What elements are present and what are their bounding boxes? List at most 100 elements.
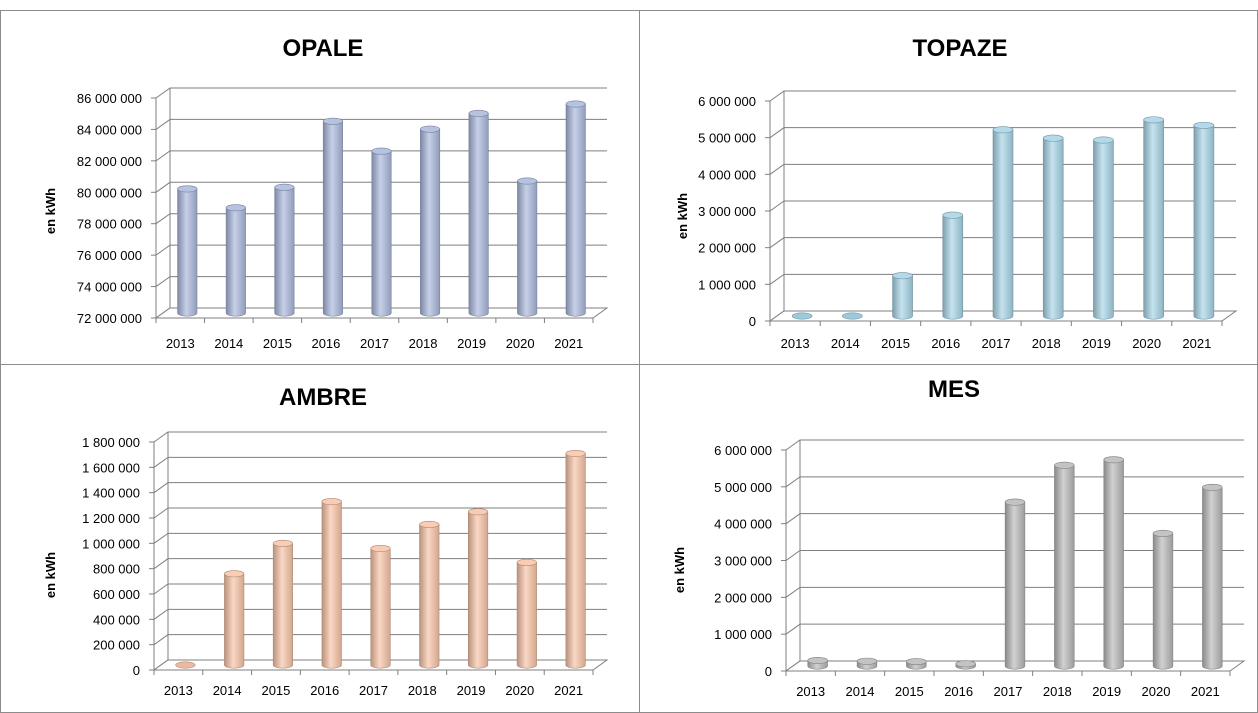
x-tick-label: 2013 (164, 683, 193, 698)
y-tick-label: 6 000 000 (698, 94, 756, 109)
bar (1103, 456, 1124, 670)
y-tick-label: 1 400 000 (82, 486, 140, 501)
gridline (153, 583, 607, 595)
y-axis-label: en kWh (675, 193, 690, 239)
bar (177, 185, 198, 317)
gridline (155, 118, 607, 130)
gridline (785, 586, 1244, 598)
x-tick-label: 2017 (994, 684, 1023, 699)
x-tick-label: 2017 (360, 336, 389, 351)
gridline (155, 213, 607, 225)
y-tick-label: 6 000 000 (714, 443, 772, 458)
chart-svg-ambre: 0 200 000 400 000 600 000 800 000 1 000 000 1 … (43, 384, 609, 698)
x-tick-label: 2021 (1191, 684, 1220, 699)
x-tick-label: 2018 (1032, 336, 1061, 351)
chart-panel-mes: 0 1 000 000 2 000 000 3 000 000 4 000 000 5 0… (639, 364, 1258, 713)
y-tick-label: 0 (133, 663, 140, 678)
bar (807, 656, 828, 670)
bar (420, 125, 441, 317)
x-tick-label: 2019 (1092, 684, 1121, 699)
bar (419, 520, 440, 669)
bar (1054, 461, 1075, 670)
y-tick-label: 72 000 000 (77, 311, 142, 326)
gridline (153, 558, 607, 570)
x-tick-label: 2016 (310, 683, 339, 698)
y-tick-label: 1 600 000 (82, 460, 140, 475)
bar (1152, 529, 1174, 670)
bar (892, 272, 913, 320)
gridline (769, 163, 1236, 175)
bar (224, 570, 245, 669)
y-tick-label: 76 000 000 (77, 248, 142, 263)
chart-svg-topaze: 0 1 000 000 2 000 000 3 000 000 4 000 000 5 0… (675, 35, 1238, 351)
gridline (155, 87, 607, 99)
x-tick-label: 2014 (213, 683, 242, 698)
bar (370, 544, 391, 669)
y-tick-label: 600 000 (93, 587, 140, 602)
bar (467, 508, 489, 669)
back-wall (153, 432, 169, 671)
x-tick-label: 2020 (1132, 336, 1161, 351)
x-tick-label: 2020 (505, 683, 534, 698)
y-tick-label: 200 000 (93, 638, 140, 653)
x-tick-label: 2019 (1082, 336, 1111, 351)
bar (791, 312, 813, 320)
y-tick-label: 3 000 000 (714, 554, 772, 569)
x-tick-label: 2019 (457, 683, 486, 698)
gridline (155, 276, 607, 287)
x-tick-label: 2017 (359, 683, 388, 698)
y-tick-label: 74 000 000 (77, 280, 142, 295)
x-tick-label: 2018 (408, 683, 437, 698)
chart-title: TOPAZE (912, 35, 1007, 62)
bar (468, 109, 489, 317)
x-tick-label: 2016 (931, 336, 960, 351)
gridline (153, 608, 607, 620)
y-tick-label: 2 000 000 (714, 590, 772, 605)
bar (321, 498, 342, 669)
bar (906, 658, 927, 670)
bar (842, 312, 863, 320)
x-tick-label: 2014 (846, 684, 875, 699)
y-tick-label: 84 000 000 (77, 122, 142, 137)
chart-panel-topaze: 0 1 000 000 2 000 000 3 000 000 4 000 000 5 0… (639, 10, 1258, 365)
bar (274, 183, 295, 317)
gridline (769, 127, 1236, 139)
x-tick-label: 2013 (796, 684, 825, 699)
x-tick-label: 2015 (261, 683, 290, 698)
gridline (769, 90, 1236, 102)
y-axis-label: en kWh (43, 188, 58, 234)
x-tick-label: 2016 (944, 684, 973, 699)
y-axis-label: en kWh (43, 552, 58, 598)
gridline (769, 273, 1236, 285)
bar (992, 126, 1014, 320)
bar (225, 204, 246, 317)
x-tick-label: 2021 (554, 683, 583, 698)
x-tick-label: 2021 (1182, 336, 1211, 351)
y-tick-label: 5 000 000 (714, 480, 772, 495)
bar (1143, 116, 1164, 320)
y-tick-label: 82 000 000 (77, 154, 142, 169)
x-tick-label: 2015 (895, 684, 924, 699)
back-wall (155, 88, 171, 319)
gridline (153, 431, 607, 443)
x-tick-label: 2021 (554, 336, 583, 351)
gridline (155, 150, 607, 162)
bar (1004, 498, 1026, 670)
x-tick-label: 2020 (1142, 684, 1171, 699)
y-tick-label: 2 000 000 (698, 241, 756, 256)
gridline (155, 181, 607, 193)
y-tick-label: 3 000 000 (698, 204, 756, 219)
chart-title: MES (928, 376, 980, 403)
gridline (785, 623, 1244, 635)
y-tick-label: 78 000 000 (77, 217, 142, 232)
y-tick-label: 86 000 000 (77, 91, 142, 106)
y-tick-label: 1 000 000 (82, 536, 140, 551)
x-tick-label: 2015 (263, 336, 292, 351)
y-tick-label: 1 800 000 (82, 435, 140, 450)
chart-panel-ambre: 0 200 000 400 000 600 000 800 000 1 000 000 1 … (0, 364, 640, 713)
chart-panel-opale: 72 000 000 74 000 000 76 000 000 78 000 000… (0, 10, 640, 365)
bar (272, 539, 294, 669)
gridline (155, 244, 607, 256)
bar (322, 117, 343, 317)
gridline (153, 456, 607, 468)
